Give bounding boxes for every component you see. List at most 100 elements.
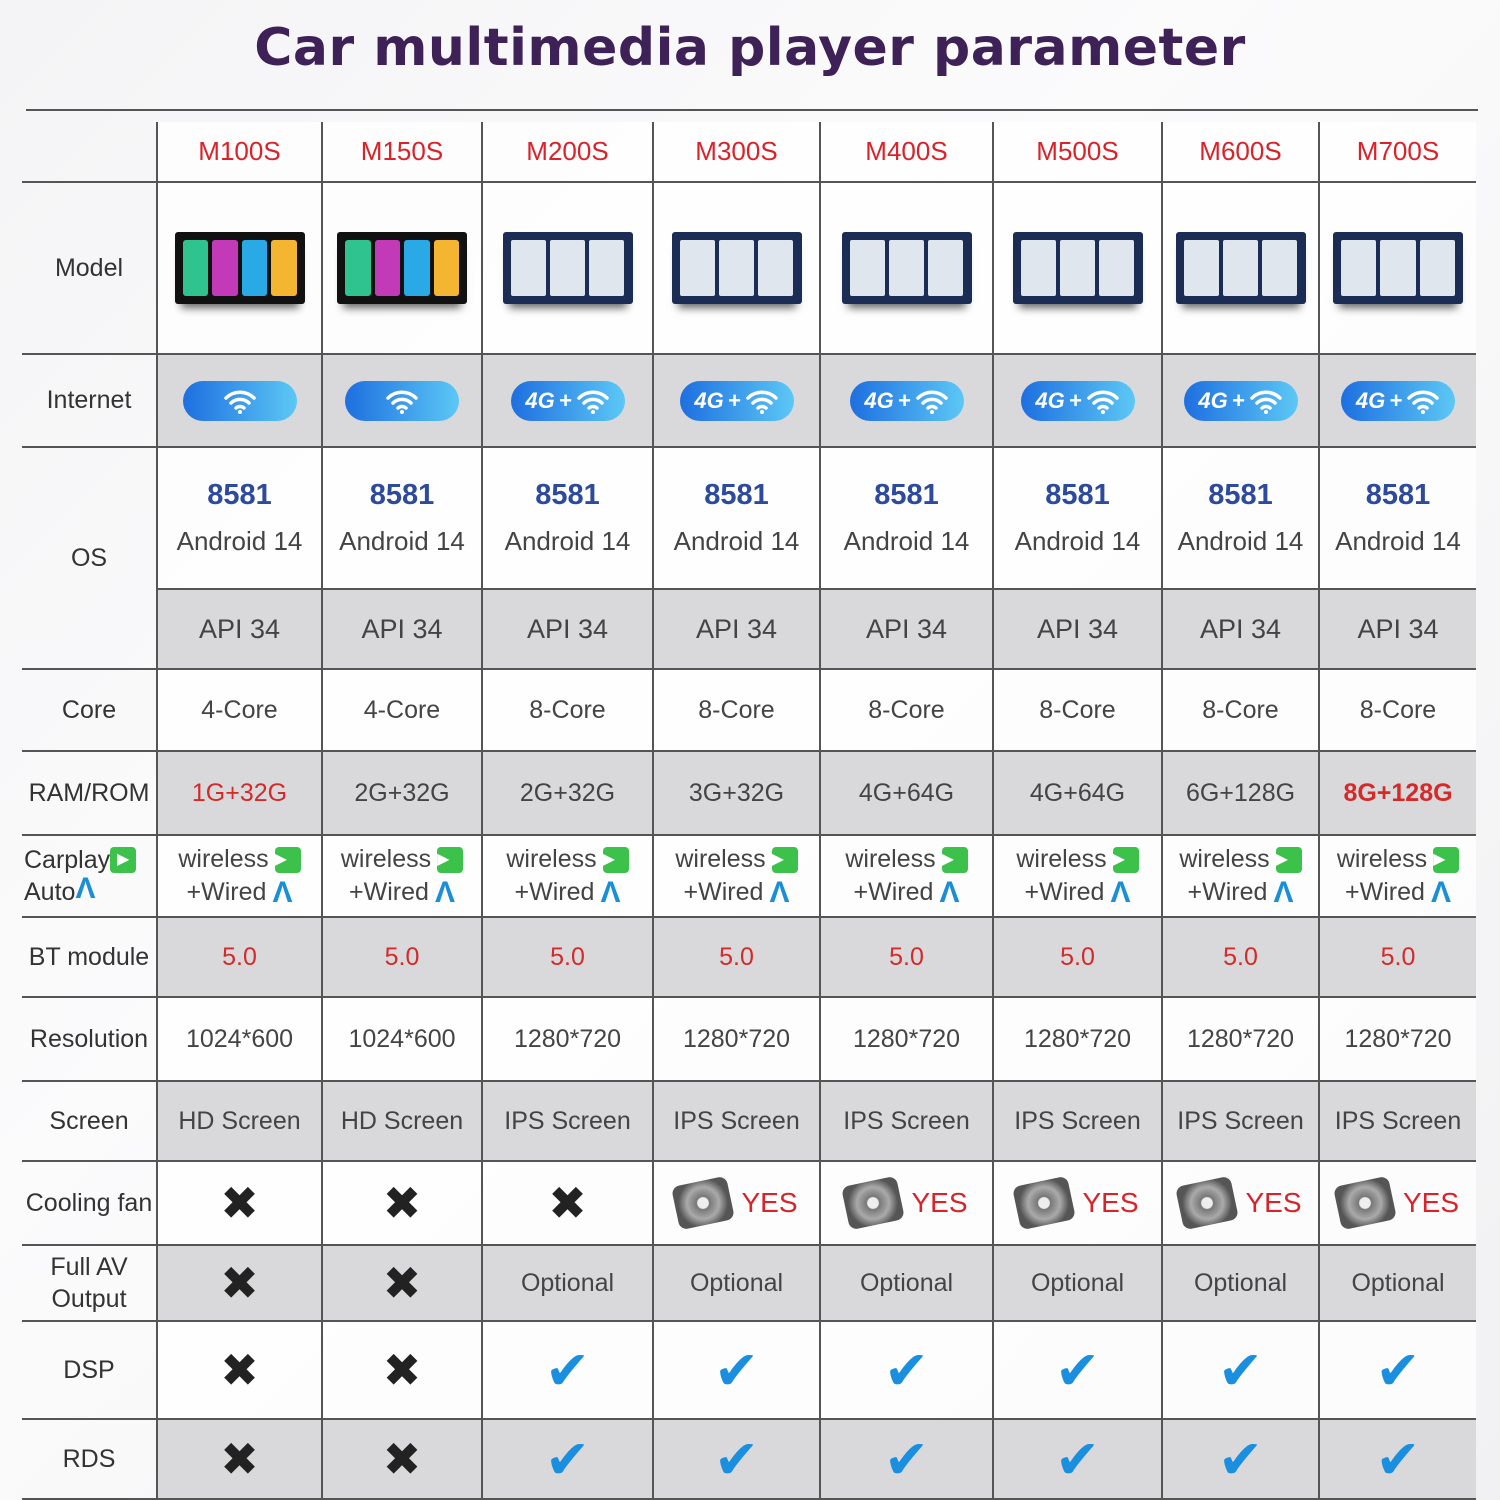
av-cell: ✖ bbox=[323, 1246, 483, 1322]
4g-label: 4G bbox=[1355, 387, 1386, 413]
carplay-icon: ▶ bbox=[437, 846, 464, 873]
wifi-icon bbox=[576, 388, 610, 414]
carplay-icon: ▶ bbox=[274, 846, 301, 873]
fan-yes: YES bbox=[1245, 1187, 1302, 1218]
bt-version: 5.0 bbox=[719, 942, 754, 971]
api-cell: API 34 bbox=[821, 590, 994, 670]
x-icon: ✖ bbox=[220, 1432, 259, 1486]
os-cell: 8581 Android 14 bbox=[483, 448, 654, 590]
row-label: BT module bbox=[28, 942, 150, 971]
carplay-mode: wireless bbox=[1016, 845, 1107, 873]
soc-value: 8581 bbox=[1208, 479, 1273, 511]
header-cell: M500S bbox=[994, 122, 1163, 183]
model-name: M150S bbox=[360, 136, 444, 166]
row-label: OS bbox=[70, 543, 108, 572]
resolution-cell: 1280*720 bbox=[483, 998, 654, 1082]
api-level: API 34 bbox=[1357, 613, 1439, 644]
internet-badge: 4G + bbox=[510, 380, 625, 421]
carplay-cell: wireless ▶ +Wired Λ bbox=[994, 836, 1163, 918]
screen-cell: IPS Screen bbox=[1163, 1082, 1320, 1162]
x-icon: ✖ bbox=[220, 1256, 259, 1310]
resolution-cell: 1280*720 bbox=[994, 998, 1163, 1082]
product-image bbox=[337, 232, 467, 304]
check-icon: ✔ bbox=[1054, 1427, 1101, 1491]
android-version: Android 14 bbox=[1177, 526, 1304, 556]
wifi-icon bbox=[915, 388, 949, 414]
screen-cell: IPS Screen bbox=[994, 1082, 1163, 1162]
ram-value: 4G+64G bbox=[1029, 778, 1126, 807]
wifi-icon bbox=[745, 388, 779, 414]
internet-cell: 4G + bbox=[654, 355, 821, 448]
av-value: Optional bbox=[520, 1268, 615, 1297]
core-cell: 8-Core bbox=[821, 670, 994, 752]
av-cell: Optional bbox=[1320, 1246, 1476, 1322]
fan-icon bbox=[671, 1175, 736, 1231]
api-level: API 34 bbox=[865, 613, 948, 644]
bt-cell: 5.0 bbox=[483, 918, 654, 998]
fan-cell: ✖ bbox=[158, 1162, 323, 1246]
header-cell: M400S bbox=[821, 122, 994, 183]
row-label-os: OS bbox=[22, 448, 158, 670]
row-label: RAM/ROM bbox=[28, 778, 150, 807]
fan-icon bbox=[1333, 1175, 1397, 1231]
product-image bbox=[1175, 232, 1306, 304]
core-value: 8-Core bbox=[1359, 695, 1437, 724]
resolution-value: 1280*720 bbox=[1023, 1024, 1132, 1053]
bt-cell: 5.0 bbox=[1163, 918, 1320, 998]
check-icon: ✔ bbox=[1054, 1338, 1101, 1402]
model-cell bbox=[1163, 183, 1320, 355]
header-cell: M150S bbox=[323, 122, 483, 183]
4g-label: 4G bbox=[694, 387, 724, 413]
os-cell: 8581 Android 14 bbox=[158, 448, 323, 590]
screen-type: IPS Screen bbox=[673, 1106, 800, 1135]
core-cell: 4-Core bbox=[323, 670, 483, 752]
resolution-cell: 1280*720 bbox=[1320, 998, 1476, 1082]
plus-label: + bbox=[1389, 387, 1403, 413]
api-cell: API 34 bbox=[654, 590, 821, 670]
os-cell: 8581 Android 14 bbox=[821, 448, 994, 590]
internet-cell: 4G + bbox=[1320, 355, 1476, 448]
internet-cell: 4G + bbox=[994, 355, 1163, 448]
internet-badge: 4G + bbox=[1183, 380, 1298, 421]
ram-value: 1G+32G bbox=[191, 778, 288, 807]
bt-cell: 5.0 bbox=[323, 918, 483, 998]
ram-value: 6G+128G bbox=[1185, 778, 1296, 807]
carplay-cell: wireless ▶ +Wired Λ bbox=[323, 836, 483, 918]
core-value: 8-Core bbox=[868, 695, 945, 724]
model-name: M500S bbox=[1036, 136, 1119, 166]
core-cell: 8-Core bbox=[483, 670, 654, 752]
av-value: Optional bbox=[1030, 1268, 1125, 1297]
row-label: Model bbox=[54, 253, 124, 282]
model-name: M300S bbox=[695, 136, 778, 166]
auto-mode: +Wired bbox=[1024, 878, 1105, 906]
android-version: Android 14 bbox=[1014, 526, 1141, 556]
fan-yes: YES bbox=[1402, 1187, 1460, 1218]
android-auto-icon: Λ bbox=[75, 872, 96, 905]
resolution-value: 1024*600 bbox=[185, 1024, 294, 1053]
rds-cell: ✔ bbox=[483, 1420, 654, 1500]
screen-cell: IPS Screen bbox=[821, 1082, 994, 1162]
auto-mode: +Wired bbox=[853, 878, 934, 906]
row-label: RDS bbox=[62, 1444, 116, 1473]
bt-cell: 5.0 bbox=[654, 918, 821, 998]
header-cell: M700S bbox=[1320, 122, 1476, 183]
bt-cell: 5.0 bbox=[158, 918, 323, 998]
row-label-ram: RAM/ROM bbox=[22, 752, 158, 836]
model-cell bbox=[821, 183, 994, 355]
auto-mode: +Wired bbox=[349, 878, 429, 906]
x-icon: ✖ bbox=[382, 1432, 422, 1486]
resolution-value: 1280*720 bbox=[1344, 1024, 1452, 1053]
auto-mode: +Wired bbox=[1345, 878, 1425, 906]
android-auto-icon: Λ bbox=[939, 875, 960, 909]
carplay-icon: ▶ bbox=[1275, 846, 1302, 873]
resolution-cell: 1024*600 bbox=[158, 998, 323, 1082]
x-icon: ✖ bbox=[548, 1176, 587, 1230]
rds-cell: ✔ bbox=[654, 1420, 821, 1500]
resolution-value: 1280*720 bbox=[852, 1024, 961, 1053]
model-name: M200S bbox=[526, 136, 609, 166]
header-cell: M200S bbox=[483, 122, 654, 183]
header-cell: M600S bbox=[1163, 122, 1320, 183]
soc-value: 8581 bbox=[1365, 479, 1431, 511]
core-value: 8-Core bbox=[1202, 695, 1279, 724]
header-cell: M100S bbox=[158, 122, 323, 183]
